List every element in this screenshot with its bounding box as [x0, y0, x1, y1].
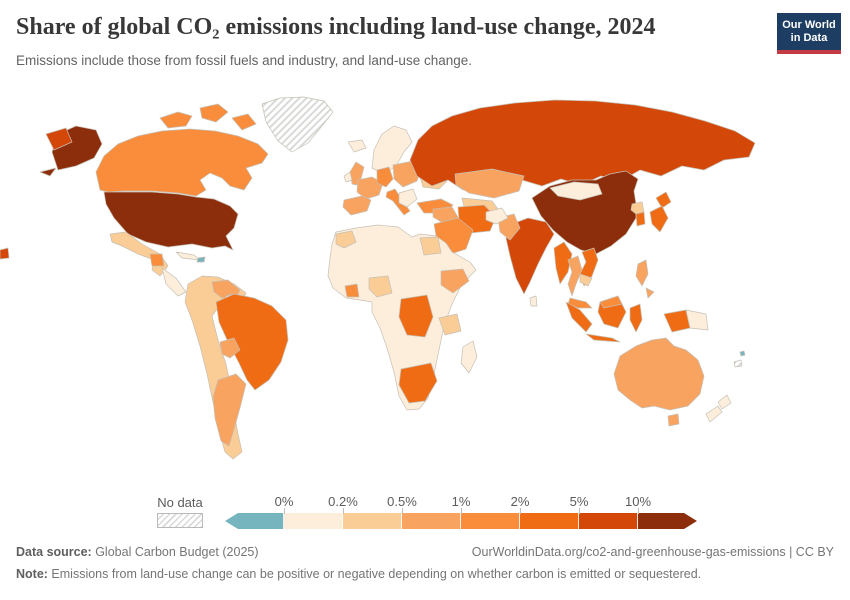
legend-segment-10pct-plus[interactable]: [638, 513, 697, 529]
region-central-america[interactable]: [161, 267, 187, 297]
country-japan-hokkaido[interactable]: [655, 191, 672, 209]
legend-segment-2-5pct[interactable]: [520, 513, 579, 529]
country-germany[interactable]: [376, 166, 394, 188]
country-tanzania[interactable]: [438, 313, 462, 336]
region-balkans[interactable]: [398, 188, 418, 208]
country-cuba[interactable]: [175, 251, 201, 261]
country-japan-honshu[interactable]: [649, 205, 669, 233]
country-nigeria[interactable]: [368, 275, 393, 298]
country-canada-arctic-c[interactable]: [231, 113, 257, 131]
country-alaska-aleutians[interactable]: [39, 167, 57, 177]
country-ethiopia[interactable]: [440, 268, 470, 294]
owid-logo-line1: Our World: [782, 19, 836, 31]
country-canada[interactable]: [95, 128, 269, 197]
country-philippines[interactable]: [635, 259, 649, 287]
country-india[interactable]: [505, 217, 555, 295]
footer-note-label: Note:: [16, 567, 48, 581]
country-malaysia-borneo[interactable]: [599, 295, 623, 309]
legend-segment-1-2pct[interactable]: [461, 513, 520, 529]
legend-segment-0.5-1pct[interactable]: [402, 513, 461, 529]
country-south-korea[interactable]: [635, 211, 646, 227]
country-cambodia[interactable]: [579, 273, 593, 287]
country-papua-new-guinea[interactable]: [685, 309, 709, 331]
country-ireland[interactable]: [343, 171, 353, 183]
country-ivory-coast[interactable]: [344, 283, 360, 298]
legend-no-data-label: No data: [157, 495, 203, 510]
country-canada-arctic-a[interactable]: [159, 111, 193, 129]
country-south-africa[interactable]: [398, 362, 438, 404]
country-philippines-south[interactable]: [645, 287, 655, 299]
country-mongolia[interactable]: [549, 181, 603, 201]
page-subtitle: Emissions include those from fossil fuel…: [16, 53, 472, 68]
country-greenland[interactable]: [261, 96, 334, 153]
country-russia-chukotka[interactable]: [45, 127, 73, 151]
country-drc[interactable]: [398, 294, 434, 338]
country-indonesia-papua[interactable]: [663, 309, 691, 333]
country-new-zealand-north[interactable]: [717, 394, 732, 410]
country-indonesia-sulawesi[interactable]: [629, 303, 643, 333]
footer-source-text: Global Carbon Budget (2025): [91, 545, 259, 559]
country-canada-arctic-b[interactable]: [199, 103, 229, 123]
country-italy[interactable]: [385, 188, 411, 216]
country-myanmar[interactable]: [553, 241, 573, 285]
country-guatemala[interactable]: [149, 253, 165, 267]
legend-segment-0-0.2pct[interactable]: [284, 513, 343, 529]
page-title: Share of global CO₂ emissions including …: [16, 14, 656, 40]
map-edge-sliver: [0, 247, 10, 260]
footer-note-text: Emissions from land-use change can be po…: [47, 567, 702, 581]
country-indonesia-java[interactable]: [585, 333, 621, 343]
country-tasmania[interactable]: [667, 413, 680, 427]
legend-bar: [225, 513, 697, 529]
country-indonesia-sumatra[interactable]: [565, 301, 593, 333]
footer-note: Note: Emissions from land-use change can…: [16, 567, 834, 581]
region-iberia[interactable]: [342, 195, 372, 216]
footer-source-label: Data source:: [16, 545, 92, 559]
legend-no-data-swatch[interactable]: [157, 513, 203, 528]
owid-logo-line2: in Data: [790, 32, 828, 44]
country-new-caledonia[interactable]: [733, 359, 743, 368]
footer-source: Data source: Global Carbon Budget (2025): [16, 545, 259, 559]
country-bolivia[interactable]: [219, 337, 241, 359]
owid-logo[interactable]: Our World in Data: [777, 13, 841, 54]
country-sri-lanka[interactable]: [529, 295, 538, 307]
country-morocco[interactable]: [335, 230, 357, 249]
country-france[interactable]: [356, 176, 384, 200]
country-thailand[interactable]: [567, 255, 583, 297]
country-afghanistan[interactable]: [485, 207, 509, 225]
country-new-zealand-south[interactable]: [705, 405, 723, 423]
legend-segment-negative[interactable]: [225, 513, 284, 529]
legend-segment-5-10pct[interactable]: [579, 513, 638, 529]
country-iceland[interactable]: [347, 139, 367, 153]
country-egypt[interactable]: [419, 236, 442, 256]
country-haiti[interactable]: [196, 256, 206, 263]
country-argentina[interactable]: [212, 373, 247, 447]
legend-segment-0.2-0.5pct[interactable]: [343, 513, 402, 529]
country-kazakhstan[interactable]: [454, 168, 525, 199]
country-australia[interactable]: [613, 337, 705, 411]
footer-link[interactable]: OurWorldinData.org/co2-and-greenhouse-ga…: [471, 545, 834, 559]
country-madagascar[interactable]: [460, 340, 478, 374]
island-pacific-speck[interactable]: [739, 350, 746, 357]
